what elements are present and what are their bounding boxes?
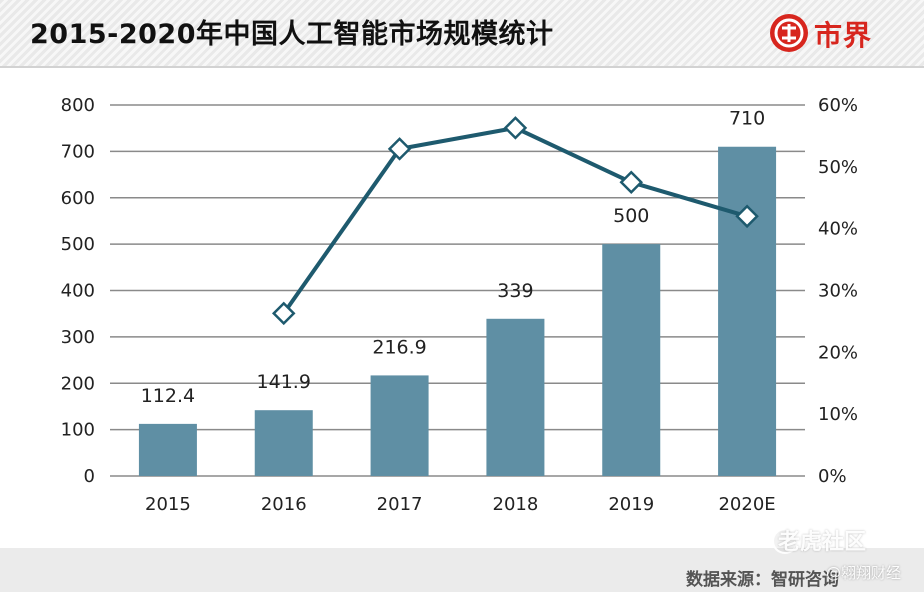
y2-axis-tick-label: 0% bbox=[818, 466, 847, 487]
chart-title: 2015-2020年中国人工智能市场规模统计 bbox=[30, 19, 554, 50]
bar bbox=[486, 318, 545, 476]
y2-axis-tick-label: 50% bbox=[818, 157, 858, 178]
y-axis-tick-label: 700 bbox=[61, 141, 95, 162]
y2-axis-tick-label: 10% bbox=[818, 404, 858, 425]
watermark-author: @翱翔财经 bbox=[826, 564, 902, 582]
bar bbox=[370, 375, 429, 476]
header-bar: 2015-2020年中国人工智能市场规模统计 市界 bbox=[0, 0, 924, 68]
y2-axis-tick-label: 60% bbox=[818, 95, 858, 116]
bar bbox=[254, 410, 313, 476]
x-axis-tick-label: 2017 bbox=[377, 494, 423, 515]
y2-axis-tick-label: 30% bbox=[818, 281, 858, 302]
line-point-marker bbox=[619, 170, 644, 195]
y-axis-tick-label: 200 bbox=[61, 373, 95, 394]
source-note: 数据来源：智研咨询 bbox=[686, 570, 839, 590]
bar-data-label: 216.9 bbox=[372, 336, 426, 358]
bar-data-label: 112.4 bbox=[141, 385, 195, 407]
line-point-marker bbox=[503, 116, 528, 140]
footer-bar bbox=[0, 548, 924, 592]
x-axis-tick-label: 2018 bbox=[493, 494, 539, 515]
watermark-community: 老虎社区 bbox=[778, 530, 867, 555]
bar bbox=[602, 244, 661, 476]
line-point-marker bbox=[735, 204, 759, 229]
y-axis-tick-label: 600 bbox=[61, 188, 95, 209]
y-axis-tick-label: 800 bbox=[61, 95, 95, 116]
tiger-community-watermark-icon bbox=[772, 528, 798, 554]
bar bbox=[718, 146, 777, 477]
chart-area: 0 100 200 300 400 500 600 700 800 0% 10% 20% 30% 40% 5… bbox=[61, 95, 858, 515]
line-point-marker bbox=[387, 137, 412, 161]
y-axis-tick-label: 0 bbox=[84, 466, 95, 487]
bar-layer bbox=[138, 146, 777, 477]
y2-axis-tick-label: 40% bbox=[818, 219, 858, 240]
y-axis-tick-label: 100 bbox=[61, 420, 95, 441]
bar-data-label: 710 bbox=[729, 108, 765, 130]
y-axis-tick-label: 300 bbox=[61, 327, 95, 348]
bar-data-label: 339 bbox=[497, 280, 533, 302]
bar-data-label: 141.9 bbox=[257, 371, 311, 393]
line-point-marker bbox=[271, 301, 296, 326]
y2-axis-tick-label: 20% bbox=[818, 342, 858, 363]
line-layer bbox=[271, 116, 759, 326]
label-layer: 0 100 200 300 400 500 600 700 800 0% 10% 20% 30% 40% 5… bbox=[61, 95, 858, 515]
x-axis-tick-label: 2015 bbox=[145, 494, 191, 515]
shijie-logo-icon bbox=[770, 14, 808, 52]
bar-data-label: 500 bbox=[613, 205, 649, 227]
bar bbox=[138, 423, 197, 476]
brand-logo-text: 市界 bbox=[814, 19, 873, 52]
grid-layer bbox=[110, 104, 805, 477]
y-axis-tick-label: 500 bbox=[61, 234, 95, 255]
brand-logo: 市界 bbox=[770, 12, 910, 56]
x-axis-tick-label: 2019 bbox=[608, 494, 654, 515]
x-axis-tick-label: 2016 bbox=[261, 494, 307, 515]
x-axis-tick-label: 2020E bbox=[718, 494, 775, 515]
y-axis-tick-label: 400 bbox=[61, 281, 95, 302]
